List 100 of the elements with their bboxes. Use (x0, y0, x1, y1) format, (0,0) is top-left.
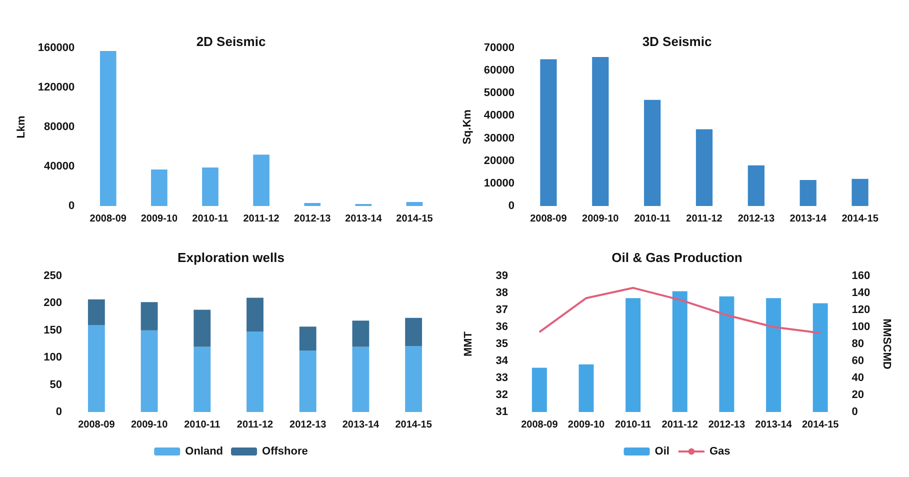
x-tick-label: 2008-09 (78, 420, 116, 430)
legend-label: Oil (654, 446, 670, 458)
y-tick-label: 30000 (484, 132, 514, 144)
y-tick-label: 250 (44, 270, 62, 282)
bar (405, 318, 422, 346)
y-tick-label: 0 (56, 406, 62, 418)
bar (592, 57, 609, 206)
x-tick-label: 2013-14 (345, 214, 382, 224)
bar (352, 346, 370, 412)
bar (299, 350, 316, 412)
line-series (538, 286, 822, 334)
bar (140, 302, 158, 330)
y-tick-label: 40000 (484, 110, 514, 122)
y2-tick-label: 100 (852, 321, 870, 333)
y2-tick-label: 60 (852, 355, 864, 367)
y-tick-label: 200 (44, 297, 62, 310)
x-tick-label: 2010-11 (634, 214, 671, 224)
y-tick-label: 39 (496, 270, 508, 282)
y-tick-label: 100 (44, 352, 62, 364)
y2-tick-label: 0 (852, 406, 858, 418)
x-tick-label: 2014-15 (395, 420, 432, 430)
bar (253, 154, 270, 206)
x-tick-label: 2009-10 (130, 420, 168, 430)
y-tick-label: 32 (496, 389, 508, 401)
bar (405, 346, 422, 412)
y2-tick-label: 40 (852, 372, 864, 384)
bar (100, 50, 116, 206)
bar (852, 178, 868, 206)
x-tick-label: 2008-09 (90, 214, 127, 224)
x-tick-label: 2014-15 (802, 420, 840, 430)
y2-tick-label: 80 (852, 338, 864, 350)
x-tick-label: 2012-13 (290, 420, 327, 430)
y-tick-label: 34 (496, 355, 509, 367)
x-tick-label: 2011-12 (243, 214, 280, 224)
y-tick-label: 40000 (44, 160, 75, 172)
bar (299, 326, 316, 351)
x-tick-label: 2011-12 (236, 420, 274, 430)
x-tick-label: 2010-11 (184, 420, 221, 430)
x-tick-label: 2010-11 (614, 420, 652, 430)
y2-axis-title: MMSCMD (880, 318, 892, 370)
bar (696, 129, 713, 206)
x-tick-label: 2013-14 (755, 420, 792, 430)
y-tick-label: 31 (496, 406, 508, 418)
bar (151, 169, 168, 206)
bar (140, 330, 158, 412)
x-tick-label: 2011-12 (686, 214, 723, 224)
bar (88, 324, 105, 412)
y-tick-label: 33 (496, 372, 508, 384)
x-tick-label: 2011-12 (662, 420, 698, 430)
y-tick-label: 70000 (484, 42, 514, 54)
x-tick-label: 2009-10 (568, 420, 606, 430)
y-tick-label: 38 (496, 287, 508, 299)
x-tick-label: 2013-14 (342, 420, 380, 430)
y-axis-title: Sq.Km (462, 109, 474, 144)
chart-title: 3D Seismic (642, 34, 712, 49)
bar (194, 310, 211, 347)
legend-label: Gas (709, 446, 730, 458)
x-tick-label: 2009-10 (140, 214, 178, 224)
y2-tick-label: 160 (852, 270, 870, 282)
y-tick-label: 10000 (484, 177, 514, 190)
y-tick-label: 35 (496, 338, 508, 350)
y-tick-label: 60000 (484, 64, 514, 77)
bar (246, 331, 264, 412)
x-tick-label: 2014-15 (842, 214, 879, 224)
y2-tick-label: 120 (852, 304, 870, 316)
y-axis-title: Lkm (16, 115, 28, 138)
x-tick-label: 2008-09 (521, 420, 558, 430)
bar (748, 165, 764, 206)
x-tick-label: 2010-11 (192, 214, 229, 224)
y-tick-label: 20000 (484, 154, 514, 167)
bar (540, 59, 557, 206)
y2-tick-label: 140 (852, 287, 870, 299)
y-tick-label: 120000 (38, 82, 75, 94)
legend-label: Offshore (262, 446, 308, 458)
y-tick-label: 50000 (484, 87, 514, 100)
bar (352, 320, 370, 347)
chart-title: Exploration wells (178, 250, 284, 265)
y-tick-label: 50 (50, 378, 62, 391)
chart-title: 2D Seismic (196, 34, 266, 49)
bar (800, 180, 816, 206)
x-tick-label: 2013-14 (790, 214, 827, 224)
x-tick-label: 2008-09 (530, 214, 568, 224)
y-tick-label: 37 (496, 304, 508, 316)
chart-title: Oil & Gas Production (612, 250, 742, 265)
bar (202, 167, 218, 206)
x-tick-label: 2012-13 (294, 214, 332, 224)
x-tick-label: 2009-10 (582, 214, 620, 224)
x-tick-label: 2014-15 (396, 214, 434, 224)
bar (88, 299, 105, 325)
x-tick-label: 2012-13 (738, 214, 775, 224)
bar (246, 298, 264, 332)
y-axis-title: MMT (462, 331, 474, 357)
bar (304, 203, 321, 206)
y-tick-label: 150 (44, 324, 62, 336)
y-tick-label: 0 (68, 200, 75, 212)
y-tick-label: 80000 (44, 121, 75, 133)
bar (644, 100, 661, 206)
y-tick-label: 0 (508, 200, 514, 212)
bar (194, 346, 211, 412)
y2-tick-label: 20 (852, 389, 864, 401)
